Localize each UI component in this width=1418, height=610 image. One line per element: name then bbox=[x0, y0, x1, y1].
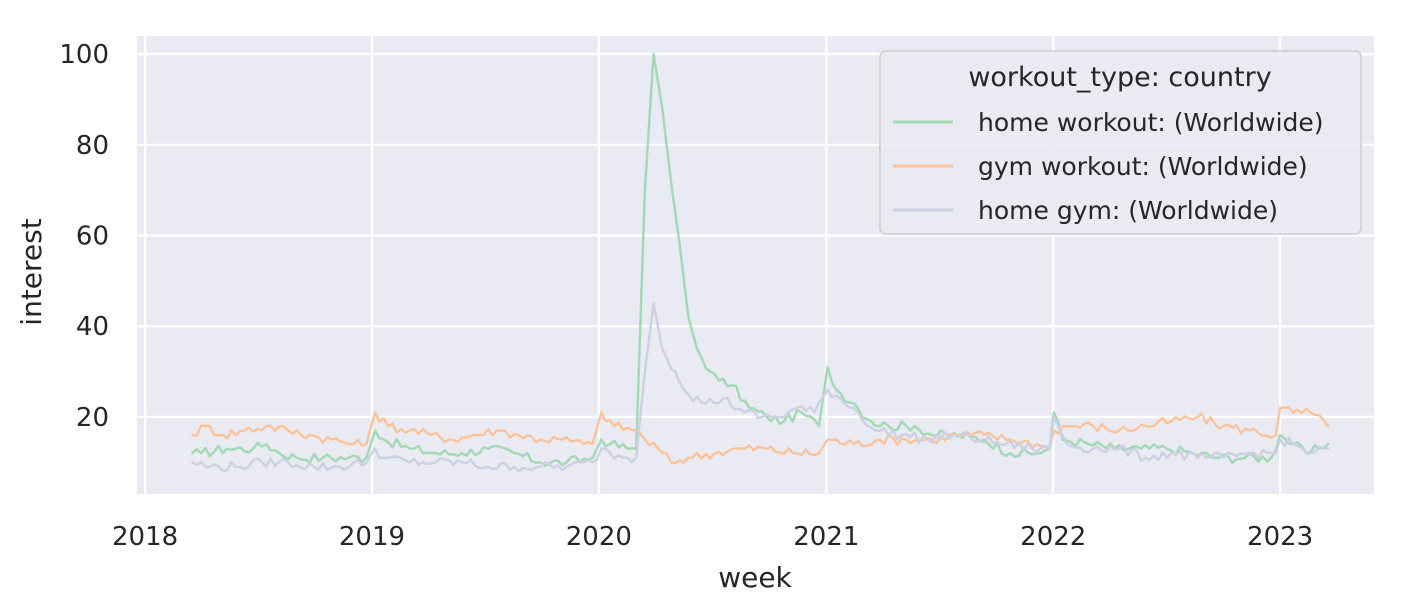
legend: workout_type: country home workout: (Wor… bbox=[879, 50, 1362, 235]
series-line bbox=[191, 302, 1330, 473]
x-tick-label: 2021 bbox=[793, 522, 859, 552]
x-tick-label: 2019 bbox=[339, 522, 405, 552]
y-tick-label: 20 bbox=[76, 403, 109, 433]
series-lines bbox=[191, 52, 1330, 473]
x-tick-label: 2020 bbox=[566, 522, 632, 552]
x-tick-label: 2023 bbox=[1247, 522, 1313, 552]
y-axis-title: interest bbox=[15, 218, 48, 325]
x-axis-title: week bbox=[718, 561, 792, 594]
y-tick-label: 80 bbox=[76, 131, 109, 161]
x-tick-label: 2018 bbox=[112, 522, 178, 552]
y-tick-label: 40 bbox=[76, 312, 109, 342]
y-tick-label: 100 bbox=[59, 40, 109, 70]
legend-label: home gym: (Worldwide) bbox=[978, 196, 1278, 225]
legend-title: workout_type: country bbox=[968, 62, 1271, 93]
series-line bbox=[191, 406, 1330, 465]
x-tick-label: 2022 bbox=[1020, 522, 1086, 552]
legend-box bbox=[879, 50, 1362, 235]
legend-entries: home workout: (Worldwide) gym workout: (W… bbox=[893, 108, 1324, 225]
legend-label: gym workout: (Worldwide) bbox=[978, 152, 1308, 181]
legend-label: home workout: (Worldwide) bbox=[978, 108, 1324, 137]
y-tick-label: 60 bbox=[76, 222, 109, 252]
series-line bbox=[191, 52, 1330, 467]
tick-labels: 2018 2019 2020 2021 2022 2023 20 40 60 80 100 bbox=[59, 40, 1313, 552]
